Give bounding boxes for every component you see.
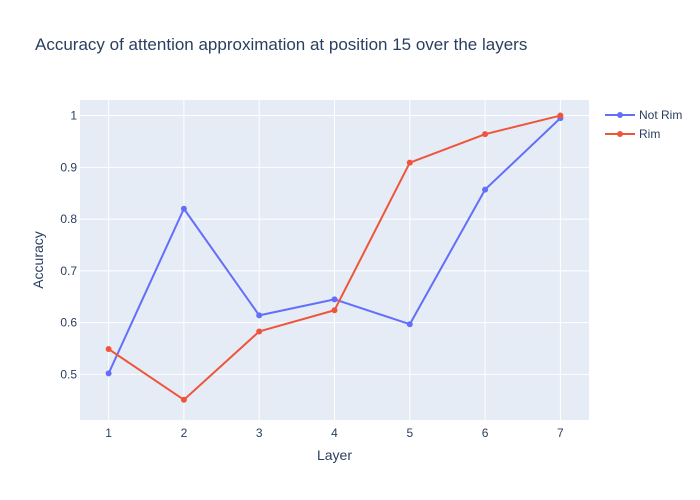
data-point-not-rim[interactable] — [180, 205, 187, 212]
data-point-rim[interactable] — [180, 396, 187, 403]
x-axis-title: Layer — [317, 447, 352, 463]
series-rim — [105, 112, 564, 403]
y-axis-title: Accuracy — [30, 231, 46, 289]
series — [105, 112, 564, 403]
y-tick-label: 0.9 — [60, 160, 77, 174]
data-point-not-rim[interactable] — [105, 370, 112, 377]
x-tick-label: 6 — [482, 426, 489, 440]
data-point-not-rim[interactable] — [482, 186, 489, 193]
chart-title: Accuracy of attention approximation at p… — [35, 35, 527, 54]
x-tick-label: 1 — [105, 426, 112, 440]
legend-marker-not-rim — [617, 112, 623, 118]
tick-labels: 1 2 3 4 5 6 7 0.5 0.6 0.7 0.8 0.9 1 — [60, 109, 564, 440]
data-point-rim[interactable] — [406, 159, 413, 166]
legend-marker-rim — [617, 131, 623, 137]
legend-item-not-rim[interactable]: Not Rim — [605, 108, 682, 122]
data-point-rim[interactable] — [557, 112, 564, 119]
legend-label-rim: Rim — [639, 127, 660, 141]
x-tick-label: 4 — [331, 426, 338, 440]
data-point-rim[interactable] — [256, 328, 263, 335]
y-tick-label: 0.6 — [60, 316, 77, 330]
data-point-rim[interactable] — [331, 307, 338, 314]
data-point-not-rim[interactable] — [256, 312, 263, 319]
legend-item-rim[interactable]: Rim — [605, 127, 660, 141]
data-point-rim[interactable] — [482, 131, 489, 138]
x-tick-label: 5 — [406, 426, 413, 440]
data-point-not-rim[interactable] — [331, 296, 338, 303]
y-tick-label: 0.5 — [60, 367, 77, 381]
legend-label-not-rim: Not Rim — [639, 108, 682, 122]
y-tick-label: 0.7 — [60, 264, 77, 278]
legend[interactable]: Not Rim Rim — [605, 108, 682, 141]
data-point-rim[interactable] — [105, 346, 112, 353]
x-tick-label: 2 — [181, 426, 188, 440]
x-tick-label: 3 — [256, 426, 263, 440]
grid — [80, 100, 589, 420]
data-point-not-rim[interactable] — [406, 321, 413, 328]
x-tick-label: 7 — [557, 426, 564, 440]
y-tick-label: 0.8 — [60, 212, 77, 226]
y-tick-label: 1 — [70, 109, 77, 123]
